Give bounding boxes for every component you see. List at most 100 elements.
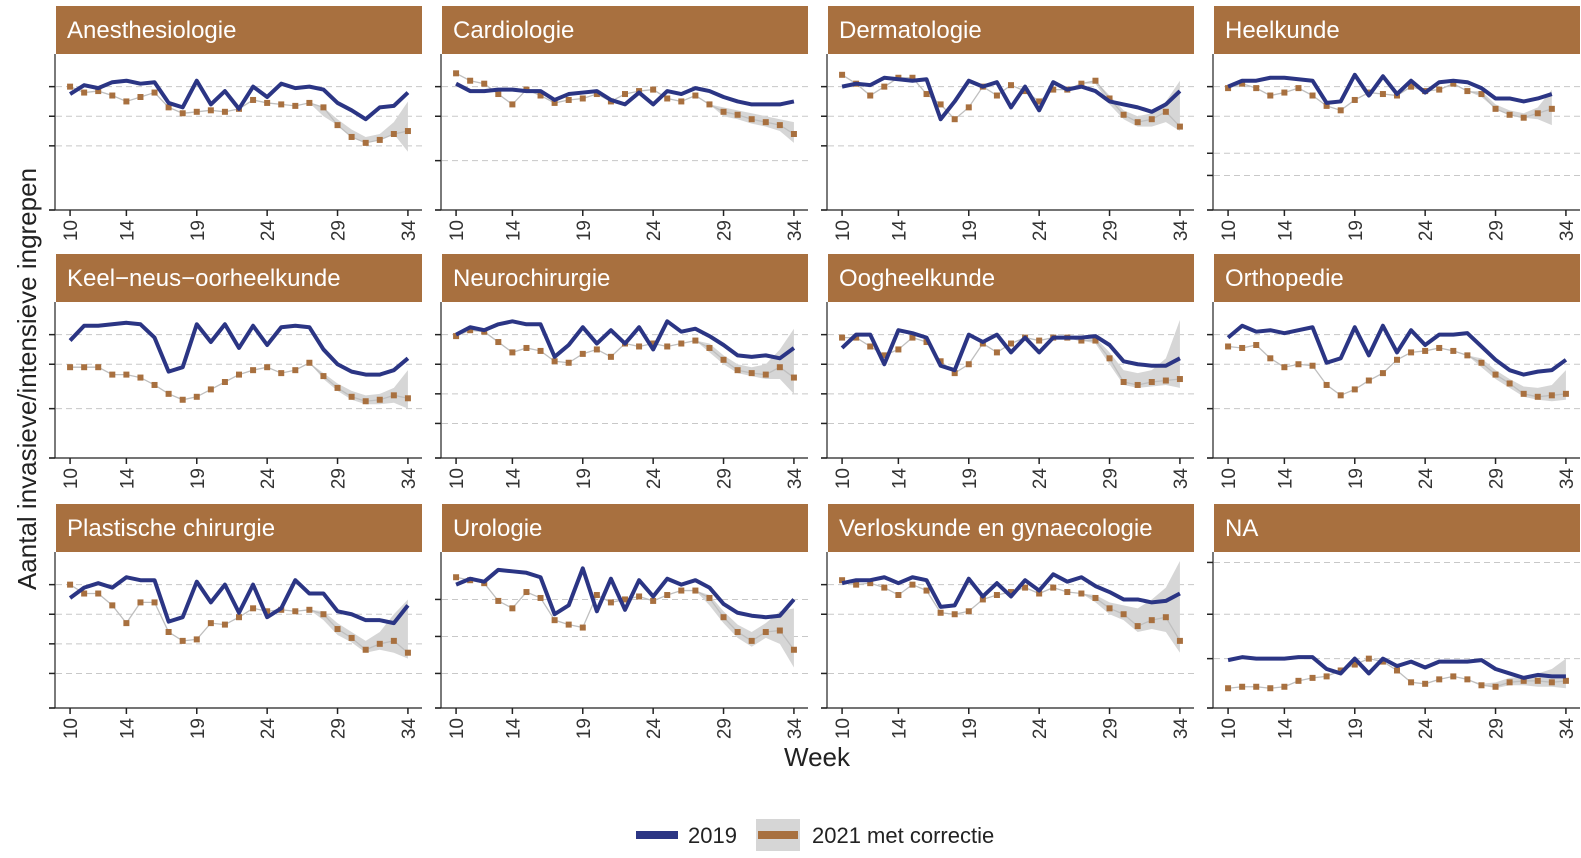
series-2021-point <box>376 136 383 143</box>
series-2021-point <box>1120 611 1127 618</box>
series-2021-point <box>453 574 460 581</box>
series-2021-point <box>1436 676 1443 683</box>
series-2021-point <box>453 70 460 77</box>
x-tick-label: 10 <box>447 220 468 241</box>
series-2021-point <box>1422 680 1429 687</box>
series-2021-point <box>993 592 1000 598</box>
series-2021-point <box>1408 679 1415 686</box>
series-2021-point <box>1022 584 1029 591</box>
series-2021-point <box>250 96 257 103</box>
series-2021-point <box>979 596 986 603</box>
panel-title: Verloskunde en gynaecologie <box>839 515 1153 542</box>
series-2021-point <box>734 629 741 635</box>
series-2021-point <box>1562 677 1569 684</box>
x-tick-label: 24 <box>1030 468 1051 490</box>
x-tick-label: 14 <box>1275 220 1296 242</box>
x-tick-label: 24 <box>258 718 279 740</box>
series-2021-point <box>951 116 958 123</box>
panel-dermatologie: Dermatologie 10 14 19 24 29 34 <box>821 6 1194 241</box>
series-2021-point <box>1295 85 1302 92</box>
x-tick-label: 24 <box>1416 468 1437 490</box>
x-tick-label: 14 <box>117 468 138 490</box>
series-2021-point <box>1078 337 1085 344</box>
series-2021-point <box>790 374 797 381</box>
series-2021-point <box>137 94 144 100</box>
x-tick-label: 34 <box>399 220 420 242</box>
x-tick-label: 19 <box>574 220 595 241</box>
series-2021-point <box>1120 379 1127 385</box>
panel-urologie: Urologie 10 14 19 24 29 34 <box>435 504 808 739</box>
series-2021-point <box>1534 393 1541 400</box>
series-2021-point <box>1120 111 1127 118</box>
series-2021-point <box>207 620 214 627</box>
series-2021-point <box>965 361 972 368</box>
series-2021-point <box>81 590 88 597</box>
series-2021-point <box>123 371 130 378</box>
x-tick-label: 34 <box>399 718 420 740</box>
series-2021-point <box>1267 92 1274 99</box>
series-2021-point <box>565 621 572 628</box>
series-2021-point <box>1036 337 1043 344</box>
series-2019-line <box>455 81 795 107</box>
x-tick-label: 10 <box>447 718 468 739</box>
series-2021-point <box>523 589 530 596</box>
series-2021-point <box>923 91 930 98</box>
series-2021-point <box>348 634 355 641</box>
series-2021-point <box>706 344 713 351</box>
series-2021-point <box>221 621 228 628</box>
series-2019-line <box>455 566 796 620</box>
series-2021-point <box>1162 377 1169 384</box>
panel-orthopedie: Orthopedie 10 14 19 24 29 34 <box>1207 254 1580 489</box>
series-2021-point <box>165 629 172 635</box>
x-tick-label: 29 <box>715 718 736 739</box>
series-2021-point <box>1548 105 1555 112</box>
series-2021-point <box>1134 381 1141 388</box>
series-2021-point <box>664 343 671 350</box>
series-2021-point <box>1464 676 1471 683</box>
series-2021-point <box>1379 91 1386 98</box>
series-2021-point <box>362 139 369 146</box>
series-2021-point <box>748 370 755 377</box>
series-2021-point <box>292 367 299 374</box>
series-2021-point <box>151 89 158 96</box>
series-2021-point <box>1534 677 1541 684</box>
series-2021-point <box>1148 379 1155 385</box>
series-2021-point <box>1253 85 1260 92</box>
series-2021-point <box>895 592 902 598</box>
x-tick-label: 19 <box>1346 468 1367 489</box>
x-tick-label: 34 <box>1171 468 1192 490</box>
x-tick-label: 19 <box>1346 220 1367 241</box>
panel-neurochirurgie: Neurochirurgie 10 14 19 24 29 34 <box>435 254 808 489</box>
series-2021-point <box>551 99 558 106</box>
series-2021-point <box>1562 390 1569 397</box>
series-2021-point <box>1464 352 1471 359</box>
x-tick-label: 29 <box>1487 220 1508 241</box>
series-2021-point <box>650 340 657 347</box>
series-2021-point <box>1548 679 1555 686</box>
series-2021-point <box>1337 392 1344 399</box>
series-2021-point <box>1365 377 1372 384</box>
series-2021-point <box>1520 114 1527 121</box>
series-2021-point <box>853 581 860 588</box>
series-2021-point <box>1008 589 1014 596</box>
x-tick-label: 19 <box>188 468 209 489</box>
series-2021-point <box>1225 685 1232 692</box>
series-2021-point <box>1492 371 1499 378</box>
series-2021-point <box>692 587 699 594</box>
series-2021-point <box>664 592 671 598</box>
panel-title: Orthopedie <box>1225 265 1344 292</box>
series-2021-point <box>1478 682 1485 689</box>
series-2021-point <box>137 374 144 381</box>
series-2021-line <box>1227 82 1553 119</box>
series-2021-point <box>1520 677 1527 684</box>
x-tick-label: 24 <box>1030 718 1051 740</box>
series-2021-point <box>650 86 657 93</box>
correction-band <box>1228 658 1566 689</box>
series-2021-point <box>1337 107 1344 114</box>
series-2021-point <box>151 599 158 606</box>
x-tick-label: 29 <box>329 220 350 241</box>
series-2021-point <box>334 626 341 633</box>
series-2021-point <box>607 353 614 360</box>
series-2021-point <box>776 627 783 634</box>
series-2021-point <box>1162 108 1169 115</box>
